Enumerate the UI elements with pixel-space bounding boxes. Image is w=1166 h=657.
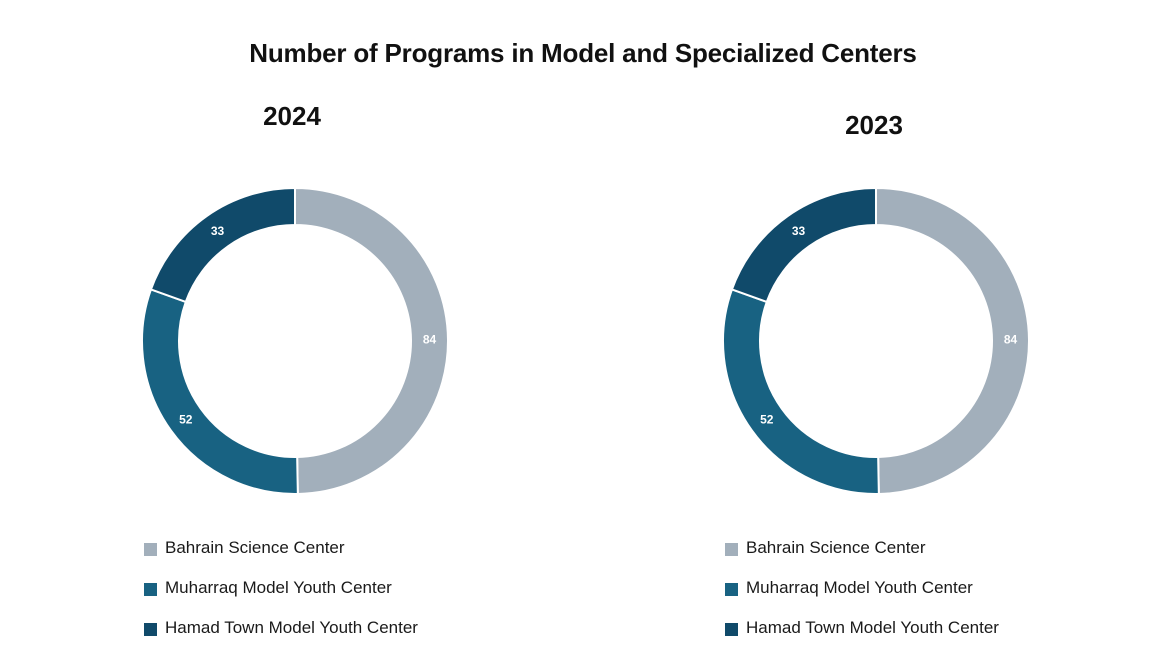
legend-item: Hamad Town Model Youth Center <box>144 617 418 657</box>
chart-title: Number of Programs in Model and Speciali… <box>249 38 917 68</box>
donut-slice-hamad-town-model-youth-center <box>730 186 877 304</box>
data-label: 84 <box>1004 333 1018 347</box>
data-label: 52 <box>760 412 774 426</box>
legend-label: Bahrain Science Center <box>746 538 926 557</box>
legend-item: Muharraq Model Youth Center <box>725 577 999 617</box>
legend-label: Hamad Town Model Youth Center <box>746 618 999 637</box>
data-label: 33 <box>211 224 225 238</box>
donut-chart: 84 52 33 <box>141 186 449 495</box>
legend-swatch <box>144 623 157 636</box>
donut-slice-hamad-town-model-youth-center <box>149 186 296 304</box>
donut-slice-muharraq-model-youth-center <box>141 288 299 495</box>
chart-legend: Bahrain Science Center Muharraq Model Yo… <box>144 537 418 657</box>
donut-slice-bahrain-science-center <box>294 186 449 495</box>
legend-swatch <box>144 583 157 596</box>
legend-swatch <box>725 583 738 596</box>
legend-item: Bahrain Science Center <box>144 537 418 577</box>
legend-label: Muharraq Model Youth Center <box>165 578 392 597</box>
legend-swatch <box>144 543 157 556</box>
legend-item: Muharraq Model Youth Center <box>144 577 418 617</box>
donut-slice-bahrain-science-center <box>875 186 1030 495</box>
chart-legend: Bahrain Science Center Muharraq Model Yo… <box>725 537 999 657</box>
data-label: 84 <box>423 333 437 347</box>
legend-item: Hamad Town Model Youth Center <box>725 617 999 657</box>
legend-item: Bahrain Science Center <box>725 537 999 577</box>
legend-swatch <box>725 623 738 636</box>
legend-label: Bahrain Science Center <box>165 538 345 557</box>
chart-year-title: 2024 <box>263 101 321 131</box>
chart-year-title: 2023 <box>845 110 903 140</box>
donut-slice-muharraq-model-youth-center <box>722 288 880 495</box>
data-label: 33 <box>792 224 806 238</box>
donut-chart: 84 52 33 <box>722 186 1030 495</box>
legend-label: Muharraq Model Youth Center <box>746 578 973 597</box>
donut-chart-2024: 2024 84 52 33 Bahrain Science Center Muhar… <box>0 0 583 656</box>
legend-swatch <box>725 543 738 556</box>
legend-label: Hamad Town Model Youth Center <box>165 618 418 637</box>
donut-chart-2023: 2023 84 52 33 Bahrain Science Center Muhar… <box>581 0 1164 656</box>
data-label: 52 <box>179 412 193 426</box>
